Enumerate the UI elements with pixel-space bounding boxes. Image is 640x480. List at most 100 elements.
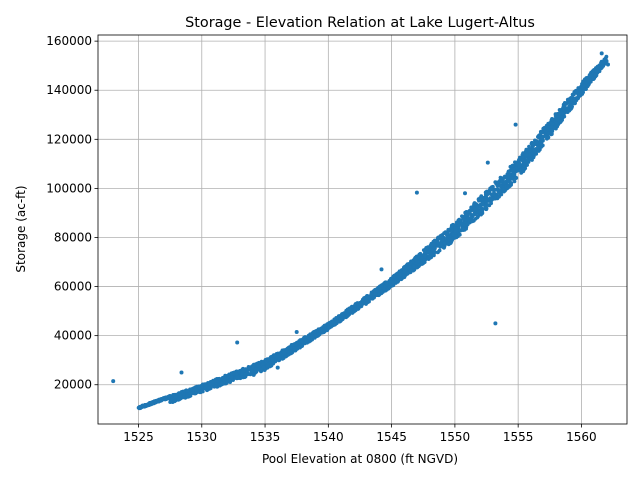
data-point [259, 369, 263, 374]
data-point [381, 287, 386, 291]
data-point [340, 312, 344, 317]
data-point [333, 322, 337, 327]
data-point [535, 140, 539, 145]
data-point [439, 242, 443, 247]
data-point [402, 274, 407, 278]
data-point [604, 54, 609, 59]
data-point [520, 155, 525, 160]
data-point [408, 268, 413, 273]
data-point [558, 120, 563, 124]
data-point [498, 183, 503, 188]
data-point [358, 302, 363, 307]
data-point [454, 220, 459, 225]
data-point [210, 380, 215, 384]
data-point [473, 217, 478, 221]
data-point [483, 196, 487, 201]
data-point [554, 112, 559, 116]
plot-frame [97, 34, 628, 425]
data-point [491, 192, 496, 197]
data-point [177, 397, 182, 402]
data-point [505, 186, 510, 190]
data-point [506, 174, 510, 179]
data-point [483, 190, 488, 195]
x-tick-label: 1540 [313, 430, 344, 444]
data-point [367, 296, 372, 301]
data-point [525, 158, 529, 163]
data-point [371, 289, 376, 293]
data-point [480, 209, 485, 214]
data-point [539, 139, 544, 143]
data-point [464, 212, 469, 217]
data-point [572, 97, 576, 102]
data-point [509, 181, 514, 186]
data-point [586, 83, 590, 88]
data-point [521, 169, 526, 174]
data-point [234, 371, 239, 376]
data-point [229, 375, 234, 380]
data-point [531, 143, 535, 148]
data-point [303, 338, 308, 343]
x-tick-label: 1555 [503, 430, 534, 444]
data-point [372, 295, 376, 300]
data-point [457, 217, 462, 222]
data-point [328, 322, 333, 327]
data-point [250, 369, 255, 373]
y-tick-label: 160000 [46, 34, 92, 48]
data-point [352, 303, 357, 308]
data-point [395, 279, 400, 284]
data-point [275, 365, 280, 370]
data-point [552, 125, 557, 130]
data-point [479, 194, 484, 199]
data-point [588, 77, 592, 82]
data-point [453, 228, 458, 233]
data-point [454, 234, 458, 239]
data-point [423, 248, 427, 253]
data-point [217, 377, 222, 382]
data-point [449, 225, 454, 230]
data-point [478, 205, 483, 209]
y-tick-label: 140000 [46, 83, 92, 97]
data-point [527, 153, 532, 157]
data-point [539, 145, 543, 149]
data-point [571, 92, 576, 97]
data-point [447, 229, 452, 233]
data-point [513, 122, 518, 127]
data-point [298, 338, 303, 343]
data-point [333, 317, 337, 322]
data-point [471, 213, 476, 217]
x-tick-label: 1560 [566, 430, 597, 444]
data-point [493, 321, 498, 326]
data-point [548, 121, 553, 125]
data-point [574, 89, 579, 94]
data-point [185, 389, 190, 393]
data-point [312, 330, 317, 334]
data-point [510, 163, 515, 168]
data-point [461, 226, 466, 231]
data-point [414, 190, 419, 195]
data-point [310, 334, 315, 339]
data-point [167, 394, 172, 398]
data-point [479, 197, 484, 201]
data-point [197, 385, 202, 390]
data-point [486, 203, 491, 207]
data-point [355, 301, 360, 306]
data-point [140, 403, 145, 408]
data-point [292, 346, 297, 351]
data-point [546, 127, 551, 132]
data-point [251, 365, 255, 370]
data-point [451, 232, 455, 237]
chart-title: Storage - Elevation Relation at Lake Lug… [185, 15, 535, 31]
data-point [498, 188, 502, 193]
data-point [427, 254, 432, 258]
data-point [432, 239, 437, 244]
data-point [445, 235, 450, 240]
data-point [227, 378, 232, 382]
data-point [549, 125, 554, 129]
data-point [197, 390, 202, 395]
data-point [536, 149, 541, 153]
data-point [335, 320, 340, 324]
data-point [230, 372, 235, 377]
data-point [485, 160, 490, 165]
data-point [567, 101, 571, 105]
data-point [489, 187, 494, 192]
